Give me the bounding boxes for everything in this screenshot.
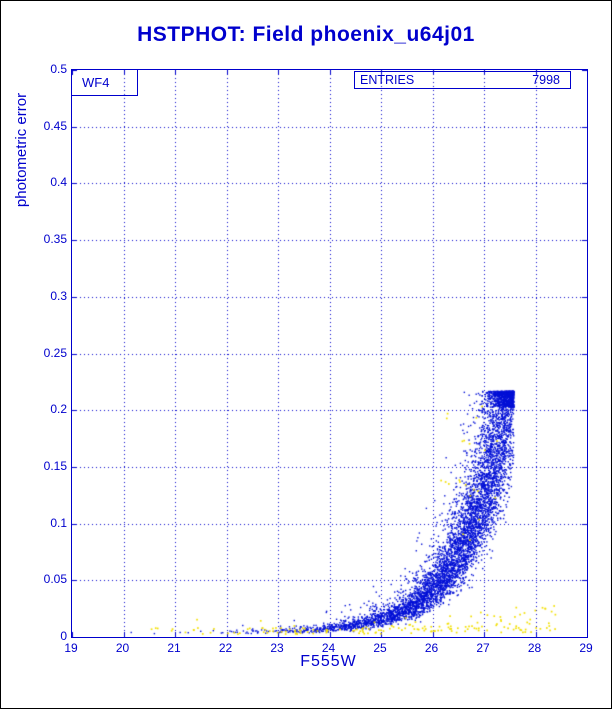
entries-box: ENTRIES 7998 [354, 71, 571, 89]
y-tick-label: 0.25 [43, 345, 67, 360]
y-tick-label: 0.5 [50, 62, 67, 76]
x-tick-label: 21 [167, 641, 181, 655]
x-tick-label: 22 [218, 641, 233, 655]
plot-area: WF4 ENTRIES 7998 [71, 69, 588, 638]
y-tick-label: 0.05 [43, 572, 67, 587]
y-axis-label: photometric error [13, 92, 30, 208]
x-tick-label: 25 [373, 641, 387, 655]
detector-label-box: WF4 [72, 70, 138, 96]
x-tick-label: 26 [424, 641, 439, 655]
scatter-canvas [72, 70, 587, 637]
x-tick-label: 23 [270, 641, 284, 655]
x-tick-label: 19 [64, 641, 78, 655]
page-title: HSTPHOT: Field phoenix_u64j01 [137, 23, 475, 46]
x-tick-label: 29 [579, 641, 593, 655]
y-tick-label: 0.2 [50, 402, 67, 417]
entries-label: ENTRIES [360, 73, 415, 87]
x-tick-label: 24 [321, 641, 336, 655]
y-tick-label: 0.15 [43, 458, 67, 473]
detector-label: WF4 [82, 75, 110, 90]
x-tick-label: 27 [476, 641, 490, 655]
x-axis-label: F555W [300, 653, 357, 670]
x-tick-label: 20 [115, 641, 130, 655]
x-tick-label: 28 [527, 641, 542, 655]
y-tick-label: 0.4 [50, 175, 67, 190]
y-tick-label: 0.3 [50, 288, 67, 303]
y-tick-label: 0.45 [43, 118, 67, 133]
y-tick-label: 0.35 [43, 232, 67, 247]
y-tick-label: 0.1 [50, 515, 67, 530]
y-tick-label: 0 [60, 629, 67, 643]
entries-value: 7998 [532, 73, 560, 87]
